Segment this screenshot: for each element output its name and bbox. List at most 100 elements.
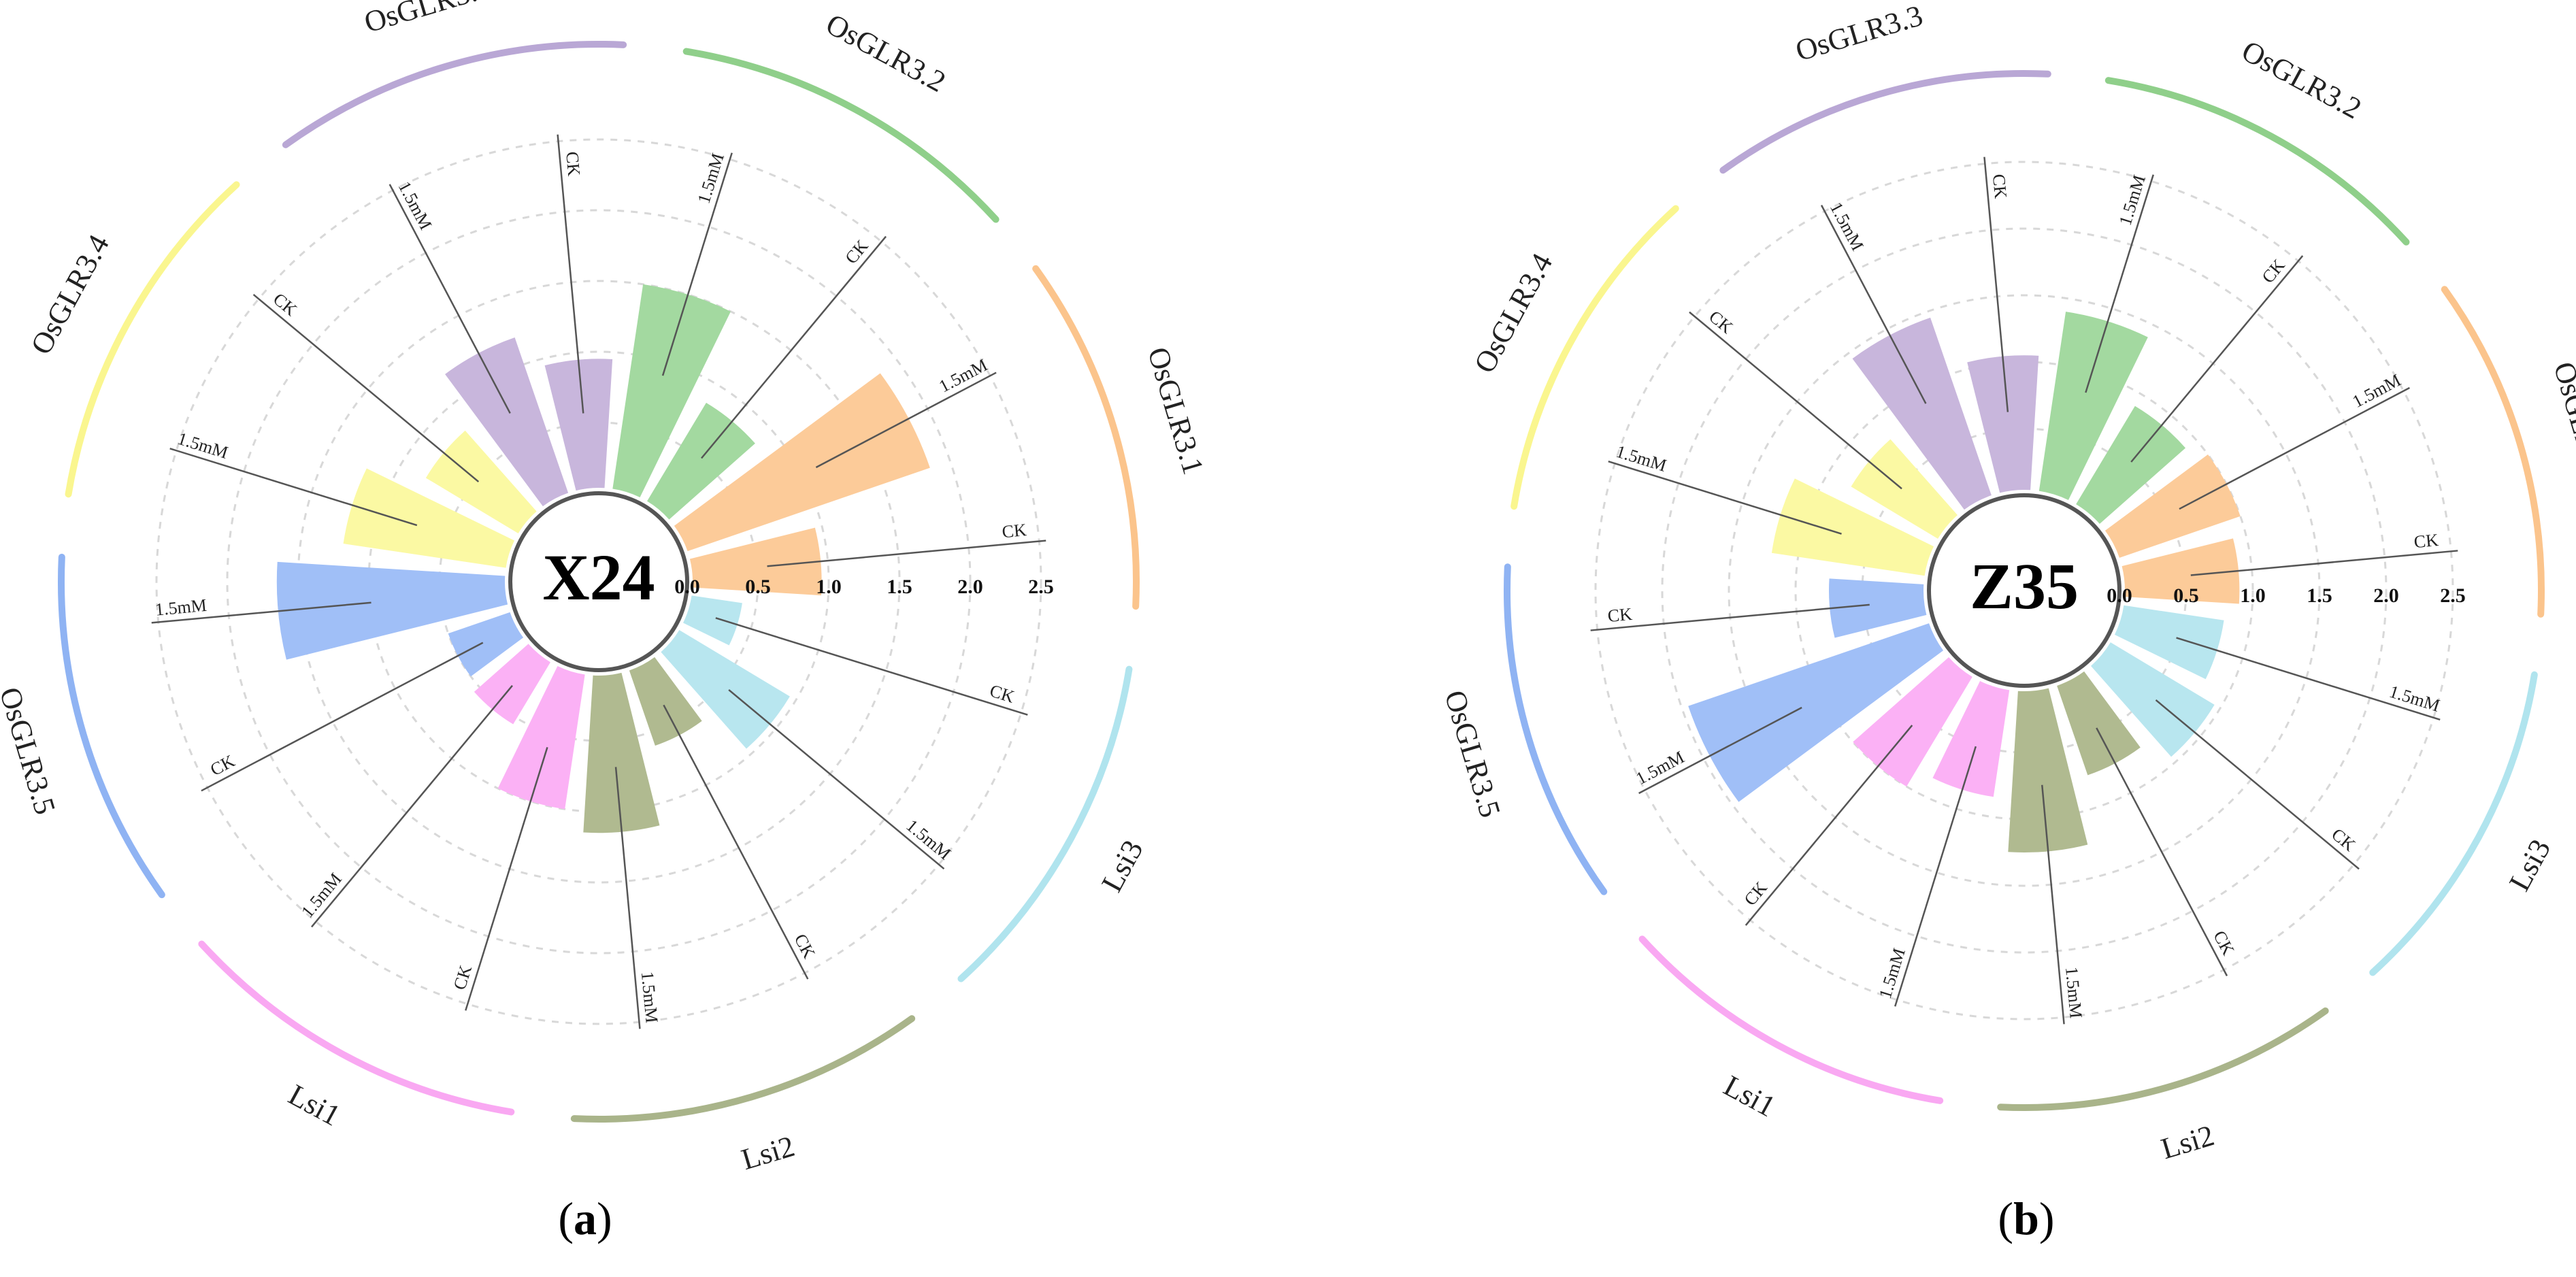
bar-label: 1.5mM (1875, 946, 1909, 1001)
group-label-OsGLR3.3: OsGLR3.3 (361, 0, 495, 39)
guide-line (2085, 174, 2154, 393)
guide-line (389, 184, 511, 414)
center-label: Z35 (1970, 550, 2079, 623)
bar-OsGLR3.2-CK (647, 402, 755, 520)
bar-label: CK (1001, 520, 1027, 542)
group-arc-OsGLR3.4 (65, 181, 240, 498)
bar-label: 1.5mM (154, 595, 208, 620)
bar-label: 1.5mM (176, 429, 231, 463)
bar-label: 1.5mM (2115, 173, 2149, 228)
bar-label: CK (841, 236, 872, 267)
guide-line (557, 134, 584, 414)
bar-OsGLR3.5-CK (1829, 578, 1927, 638)
bar-label: CK (2258, 255, 2290, 286)
guide-line (663, 704, 809, 980)
group-arc-Lsi2 (570, 1015, 916, 1123)
group-arc-OsGLR3.5 (58, 553, 165, 899)
bar-label: CK (562, 151, 584, 178)
bar-OsGLR3.4-1.5mM (1771, 478, 1934, 576)
bar-Lsi3-1.5mM (661, 630, 790, 749)
bar-label: 1.5mM (694, 151, 728, 206)
bar-label: CK (1740, 878, 1772, 909)
bar-OsGLR3.4-CK (425, 430, 537, 533)
center-circle (508, 491, 689, 672)
bar-label: CK (1705, 307, 1736, 338)
group-label-Lsi2: Lsi2 (2158, 1118, 2218, 1165)
guide-line (2041, 784, 2065, 1025)
group-arc-OsGLR3.4 (1510, 205, 1679, 510)
bar-OsGLR3.2-1.5mM (2038, 312, 2148, 501)
guide-line (2176, 637, 2441, 720)
guide-line (169, 448, 418, 527)
bar-Lsi3-CK (683, 595, 742, 646)
r-tick-label: 2.0 (2373, 584, 2399, 607)
chart-panel-a: 1.5mM CK OsGLR3.2 1.5mM CK OsGLR3.1 CK 1.5mM Lsi… (0, 0, 1210, 1176)
guide-line (465, 746, 548, 1011)
bar-OsGLR3.3-1.5mM (1852, 317, 1992, 510)
guide-line (1689, 311, 1902, 490)
center-label: X24 (542, 541, 655, 614)
bar-Lsi3-1.5mM (2114, 605, 2224, 680)
guide-line (1745, 725, 1913, 926)
group-arc-OsGLR3.3 (1719, 70, 2051, 174)
bar-Lsi2-1.5mM (2008, 688, 2088, 852)
bar-OsGLR3.1-CK (689, 527, 822, 596)
bar-Lsi1-1.5mM (474, 644, 550, 725)
bar-OsGLR3.5-1.5mM (1688, 623, 1944, 802)
group-arc-OsGLR3.1 (1032, 265, 1140, 610)
group-label-Lsi1: Lsi1 (283, 1078, 346, 1132)
group-label-OsGLR3.1: OsGLR3.1 (1141, 344, 1210, 478)
group-label-Lsi3: Lsi3 (2503, 833, 2557, 896)
guide-line (1590, 603, 1870, 631)
bar-Lsi1-CK (1853, 657, 1972, 787)
bar-label: 1.5mM (638, 971, 662, 1024)
guide-line (1608, 461, 1842, 535)
guide-line (2096, 727, 2228, 976)
bar-label: CK (1606, 604, 1633, 626)
bar-Lsi3-CK (2091, 642, 2215, 757)
bar-OsGLR3.4-CK (1851, 439, 1958, 539)
grid-circle (1594, 161, 2454, 1021)
group-label-OsGLR3.5: OsGLR3.5 (0, 684, 62, 818)
bar-OsGLR3.1-CK (2121, 538, 2240, 604)
guide-line (1638, 706, 1802, 795)
bar-Lsi2-CK (2057, 671, 2141, 776)
r-tick-label: 2.5 (2440, 584, 2466, 607)
guide-line (700, 235, 887, 459)
bar-Lsi2-1.5mM (583, 672, 660, 833)
guide-line (252, 294, 480, 482)
bar-OsGLR3.5-1.5mM (276, 561, 508, 660)
group-label-OsGLR3.1: OsGLR3.1 (2547, 358, 2576, 493)
guide-line (2130, 255, 2304, 463)
group-label-Lsi3: Lsi3 (1095, 835, 1149, 897)
bar-label: CK (2413, 530, 2439, 552)
panel-label-b: (b) (1998, 1193, 2055, 1244)
guide-line (2155, 699, 2360, 870)
guide-line (1820, 205, 1927, 404)
group-arc-OsGLR3.1 (2441, 286, 2545, 618)
guide-line (767, 540, 1046, 567)
guide-line (2179, 386, 2410, 510)
group-arc-Lsi3 (957, 665, 1133, 982)
guide-line (2190, 550, 2458, 576)
group-label-OsGLR3.2: OsGLR3.2 (2236, 34, 2367, 126)
group-label-Lsi2: Lsi2 (738, 1129, 798, 1176)
bar-label: 1.5mM (2387, 682, 2442, 716)
r-tick-label: 1.5 (2307, 584, 2332, 607)
bar-OsGLR3.3-1.5mM (445, 337, 569, 507)
guide-line (614, 767, 641, 1029)
grid-circle (1661, 227, 2388, 954)
group-label-OsGLR3.4: OsGLR3.4 (1468, 248, 1559, 378)
group-arc-Lsi1 (198, 940, 515, 1116)
group-arc-Lsi2 (1997, 1007, 2329, 1111)
r-tick-label: 1.0 (816, 576, 842, 598)
bar-OsGLR3.1-1.5mM (2104, 454, 2241, 558)
chart-panel-b: 1.5mM CK OsGLR3.2 1.5mM CK OsGLR3.1 1.5mM CK Lsi… (1438, 0, 2576, 1165)
guide-line (728, 689, 945, 869)
bar-OsGLR3.5-CK (448, 612, 524, 677)
guide-line (1894, 746, 1977, 1007)
guide-line (1983, 156, 2009, 412)
grid-circle (1728, 294, 2321, 887)
bar-OsGLR3.2-1.5mM (612, 284, 731, 497)
